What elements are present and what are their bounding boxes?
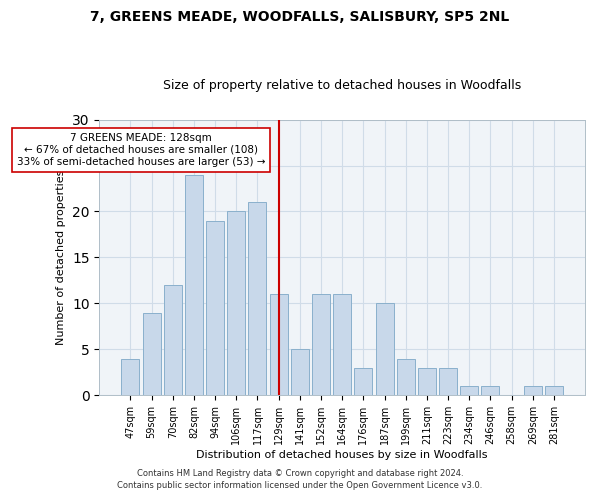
Bar [397,358,415,396]
Bar [333,294,351,396]
Bar [418,368,436,396]
Bar [291,350,309,396]
Bar [481,386,499,396]
X-axis label: Distribution of detached houses by size in Woodfalls: Distribution of detached houses by size … [196,450,488,460]
Bar [524,386,542,396]
Text: 7 GREENS MEADE: 128sqm
← 67% of detached houses are smaller (108)
33% of semi-de: 7 GREENS MEADE: 128sqm ← 67% of detached… [17,134,265,166]
Bar [312,294,330,396]
Y-axis label: Number of detached properties: Number of detached properties [56,170,67,345]
Bar [460,386,478,396]
Bar [376,304,394,396]
Bar [164,285,182,396]
Bar [206,220,224,396]
Title: Size of property relative to detached houses in Woodfalls: Size of property relative to detached ho… [163,79,521,92]
Bar [227,212,245,396]
Bar [439,368,457,396]
Bar [143,312,161,396]
Text: 7, GREENS MEADE, WOODFALLS, SALISBURY, SP5 2NL: 7, GREENS MEADE, WOODFALLS, SALISBURY, S… [91,10,509,24]
Bar [248,202,266,396]
Text: Contains HM Land Registry data © Crown copyright and database right 2024.
Contai: Contains HM Land Registry data © Crown c… [118,468,482,490]
Bar [269,294,287,396]
Bar [121,358,139,396]
Bar [185,174,203,396]
Bar [355,368,373,396]
Bar [545,386,563,396]
